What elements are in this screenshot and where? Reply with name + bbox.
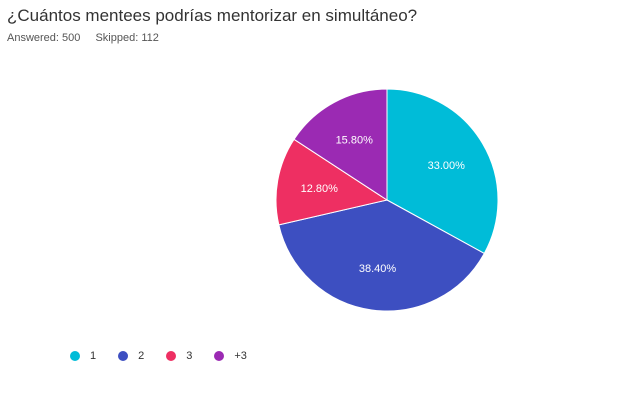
- pie-slice-2[interactable]: [278, 199, 485, 312]
- slice-value-label: 15.80%: [336, 134, 374, 146]
- legend-label: 1: [90, 350, 97, 362]
- legend-swatch: [70, 351, 80, 361]
- pie-slice-3[interactable]: [275, 138, 389, 226]
- legend-swatch: [214, 351, 225, 361]
- response-stats: Answered: 500 Skipped: 112: [7, 32, 171, 44]
- legend-item-3[interactable]: 3: [166, 350, 192, 362]
- slice-value-label: 38.40%: [359, 263, 397, 275]
- skipped-count: Skipped: 112: [95, 32, 159, 44]
- legend-swatch: [118, 351, 129, 361]
- legend-item-more-than-3[interactable]: +3: [214, 350, 247, 362]
- legend-label: 2: [138, 350, 145, 362]
- legend-label: 3: [186, 350, 193, 362]
- slice-value-label: 33.00%: [428, 160, 466, 172]
- pie-slice-plus3[interactable]: [293, 88, 388, 201]
- question-title: ¿Cuántos mentees podrías mentorizar en s…: [7, 6, 418, 25]
- legend-item-1[interactable]: 1: [70, 350, 96, 362]
- legend-label: +3: [234, 350, 247, 362]
- pie-slice-1[interactable]: [386, 88, 499, 255]
- chart-legend: 1 2 3 +3: [70, 348, 269, 364]
- slice-value-label: 12.80%: [301, 183, 339, 195]
- legend-swatch: [166, 351, 177, 361]
- answered-count: Answered: 500: [7, 32, 81, 44]
- legend-item-2[interactable]: 2: [118, 350, 144, 362]
